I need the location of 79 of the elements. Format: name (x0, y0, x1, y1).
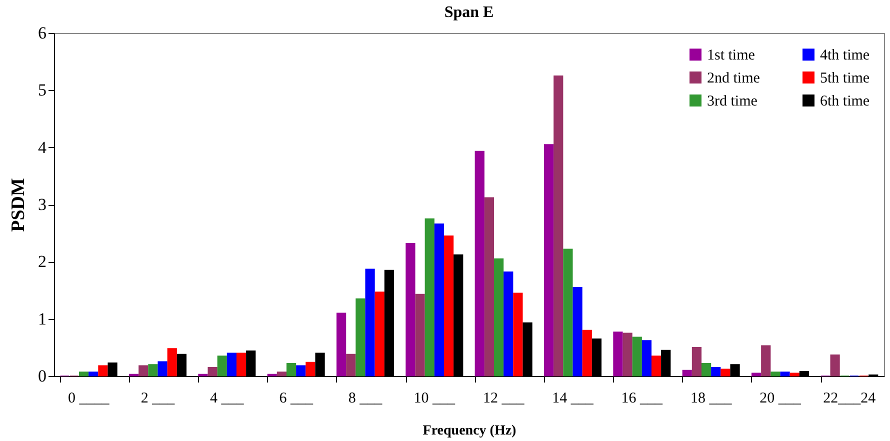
x-tick-label: 0 ____ (68, 390, 110, 406)
y-tick-label: 2 (38, 252, 46, 272)
bar (761, 345, 771, 376)
bar (572, 286, 582, 376)
x-tick-label: 2 ___ (140, 390, 176, 406)
y-tick-label: 5 (38, 80, 46, 100)
legend-label: 3rd time (707, 94, 758, 110)
x-axis-title: Frequency (Hz) (422, 424, 517, 438)
y-tick-label: 4 (38, 138, 47, 157)
x-tick-label: 6 ___ (279, 390, 314, 406)
bar (711, 367, 721, 376)
bar (346, 354, 356, 376)
bar (484, 197, 494, 376)
bar (415, 294, 425, 376)
x-tick-label: 18 ___ (690, 390, 732, 406)
bar (88, 372, 98, 376)
bar (504, 272, 514, 376)
bar (513, 292, 523, 376)
chart-title: Span E (444, 4, 494, 21)
bar (167, 348, 177, 376)
bar (474, 150, 484, 376)
bar (365, 268, 375, 376)
legend-label: 1st time (707, 48, 756, 64)
bar (208, 367, 218, 376)
bar (236, 352, 246, 376)
bar (374, 292, 384, 376)
bar (494, 258, 504, 376)
bar (306, 362, 316, 376)
bar (444, 236, 454, 376)
y-tick-label: 1 (38, 309, 46, 328)
bar (770, 372, 780, 376)
bar (790, 372, 800, 376)
bar (651, 356, 662, 376)
x-tick-label: 10 ___ (414, 390, 456, 406)
bar (434, 224, 444, 376)
legend-label: 2nd time (707, 70, 760, 86)
bar (226, 352, 237, 376)
legend-label: 6th time (820, 94, 870, 110)
bar (780, 372, 790, 376)
x-tick-label: 16 ___ (621, 390, 664, 406)
bar (544, 144, 554, 376)
x-tick-label: 14 ___ (552, 390, 594, 406)
bar (217, 356, 227, 376)
y-axis-title: PSDM (8, 178, 29, 232)
x-tick-label: 22___24 (823, 390, 876, 406)
bar (424, 218, 434, 376)
bar (613, 332, 623, 376)
x-tick-label: 12 ___ (482, 390, 525, 406)
bar (158, 361, 168, 376)
bar (148, 364, 158, 376)
bar (632, 336, 642, 376)
bar (286, 363, 296, 376)
bar (692, 347, 702, 376)
bar (138, 365, 148, 376)
x-tick-label: 4 ___ (210, 390, 244, 406)
bar (642, 340, 652, 376)
y-tick-label: 6 (38, 24, 46, 42)
bar (751, 372, 762, 376)
bar (336, 312, 346, 376)
bar (830, 354, 840, 376)
bar (296, 365, 306, 376)
bar (98, 365, 108, 376)
bar (406, 242, 416, 376)
bar (78, 372, 89, 376)
bar (563, 248, 573, 376)
x-tick-label: 20 ___ (760, 390, 802, 406)
bar (720, 368, 730, 376)
bar (622, 332, 632, 376)
x-tick-label: 8 ___ (348, 390, 383, 406)
legend-label: 4th time (820, 48, 870, 64)
bar (554, 75, 564, 376)
y-tick-label: 0 (38, 366, 46, 386)
bar (356, 298, 366, 376)
bar (682, 370, 692, 376)
y-tick-label: 3 (38, 195, 46, 214)
bar (701, 363, 712, 376)
bar (582, 330, 592, 376)
legend-label: 5th time (820, 70, 870, 86)
bar (276, 372, 287, 376)
